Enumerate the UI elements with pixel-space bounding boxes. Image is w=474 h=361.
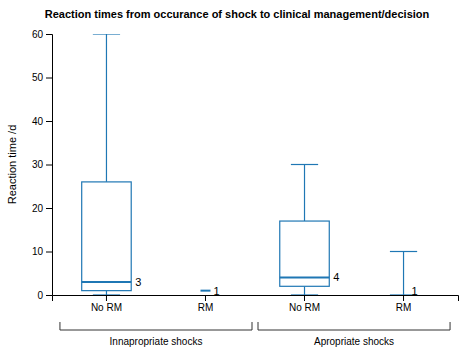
whisker — [403, 252, 404, 296]
y-tick-mark — [46, 78, 52, 79]
y-axis-line — [46, 35, 53, 296]
median-line — [82, 281, 132, 283]
y-tick-mark — [46, 295, 52, 296]
box — [200, 290, 210, 291]
box-body — [280, 221, 330, 286]
y-tick-mark — [46, 121, 52, 122]
plot: 0102030405060Reaction time /dNo RMRMNo R… — [6, 29, 459, 347]
group-bracket — [60, 322, 252, 330]
x-tick-label: RM — [396, 302, 412, 313]
x-tick: RM — [198, 295, 214, 313]
y-tick-mark — [46, 208, 52, 209]
whisker — [106, 291, 107, 295]
y-tick-label: 0 — [37, 290, 43, 301]
whisker — [304, 165, 305, 222]
whisker — [106, 34, 107, 182]
y-tick-label: 50 — [32, 72, 44, 83]
x-tick-mark — [205, 295, 206, 301]
group-label: Innapropriate shocks — [110, 336, 203, 347]
whisker-cap — [93, 34, 120, 35]
y-tick: 10 — [32, 246, 52, 257]
x-tick: No RM — [289, 295, 320, 313]
x-tick: RM — [396, 295, 412, 313]
annotations: 3 1 4 1 — [135, 271, 417, 296]
y-tick-label: 30 — [32, 159, 44, 170]
group-bracket — [258, 322, 450, 330]
y-tick-mark — [46, 34, 52, 35]
x-tick-mark — [106, 295, 107, 301]
y-tick: 0 — [37, 290, 52, 301]
y-axis-label: Reaction time /d — [6, 125, 18, 204]
title: Reaction times from occurance of shock t… — [45, 8, 430, 20]
x-tick-mark — [304, 295, 305, 301]
y-tick-label: 10 — [32, 246, 44, 257]
box — [280, 165, 330, 296]
whisker-cap — [291, 164, 318, 165]
whisker-cap — [93, 294, 120, 295]
y-tick-mark — [46, 165, 52, 166]
x-tick-label: No RM — [289, 302, 320, 313]
y-tick: 30 — [32, 159, 52, 170]
x-tick-mark — [403, 295, 404, 301]
y-tick-label: 60 — [32, 29, 44, 40]
y-tick-label: 40 — [32, 116, 44, 127]
box-body — [82, 182, 132, 291]
marks — [82, 34, 417, 295]
x-axis-line — [53, 296, 459, 302]
annotation: 4 — [333, 271, 339, 283]
chart: 0102030405060Reaction time /dNo RMRMNo R… — [0, 0, 474, 361]
x-tick-label: RM — [198, 302, 214, 313]
whisker — [304, 286, 305, 295]
x-tick-label: No RM — [91, 302, 122, 313]
box — [82, 34, 132, 295]
annotation: 3 — [135, 276, 141, 288]
y-tick-mark — [46, 252, 52, 253]
x-axis: No RM RM No RM RM — [53, 295, 459, 313]
annotation: 1 — [412, 285, 418, 297]
y-axis: 0 10 20 30 40 50 60 — [32, 29, 53, 301]
whisker-cap — [390, 251, 417, 252]
y-tick: 40 — [32, 116, 52, 127]
whisker-cap — [291, 294, 318, 295]
median-marker — [200, 290, 210, 292]
annotation: 1 — [213, 285, 219, 297]
x-tick: No RM — [91, 295, 122, 313]
y-tick: 60 — [32, 29, 52, 40]
y-tick: 20 — [32, 203, 52, 214]
group-label: Apropriate shocks — [314, 336, 394, 347]
y-tick: 50 — [32, 72, 52, 83]
y-tick-label: 20 — [32, 203, 44, 214]
median-line — [280, 277, 330, 279]
